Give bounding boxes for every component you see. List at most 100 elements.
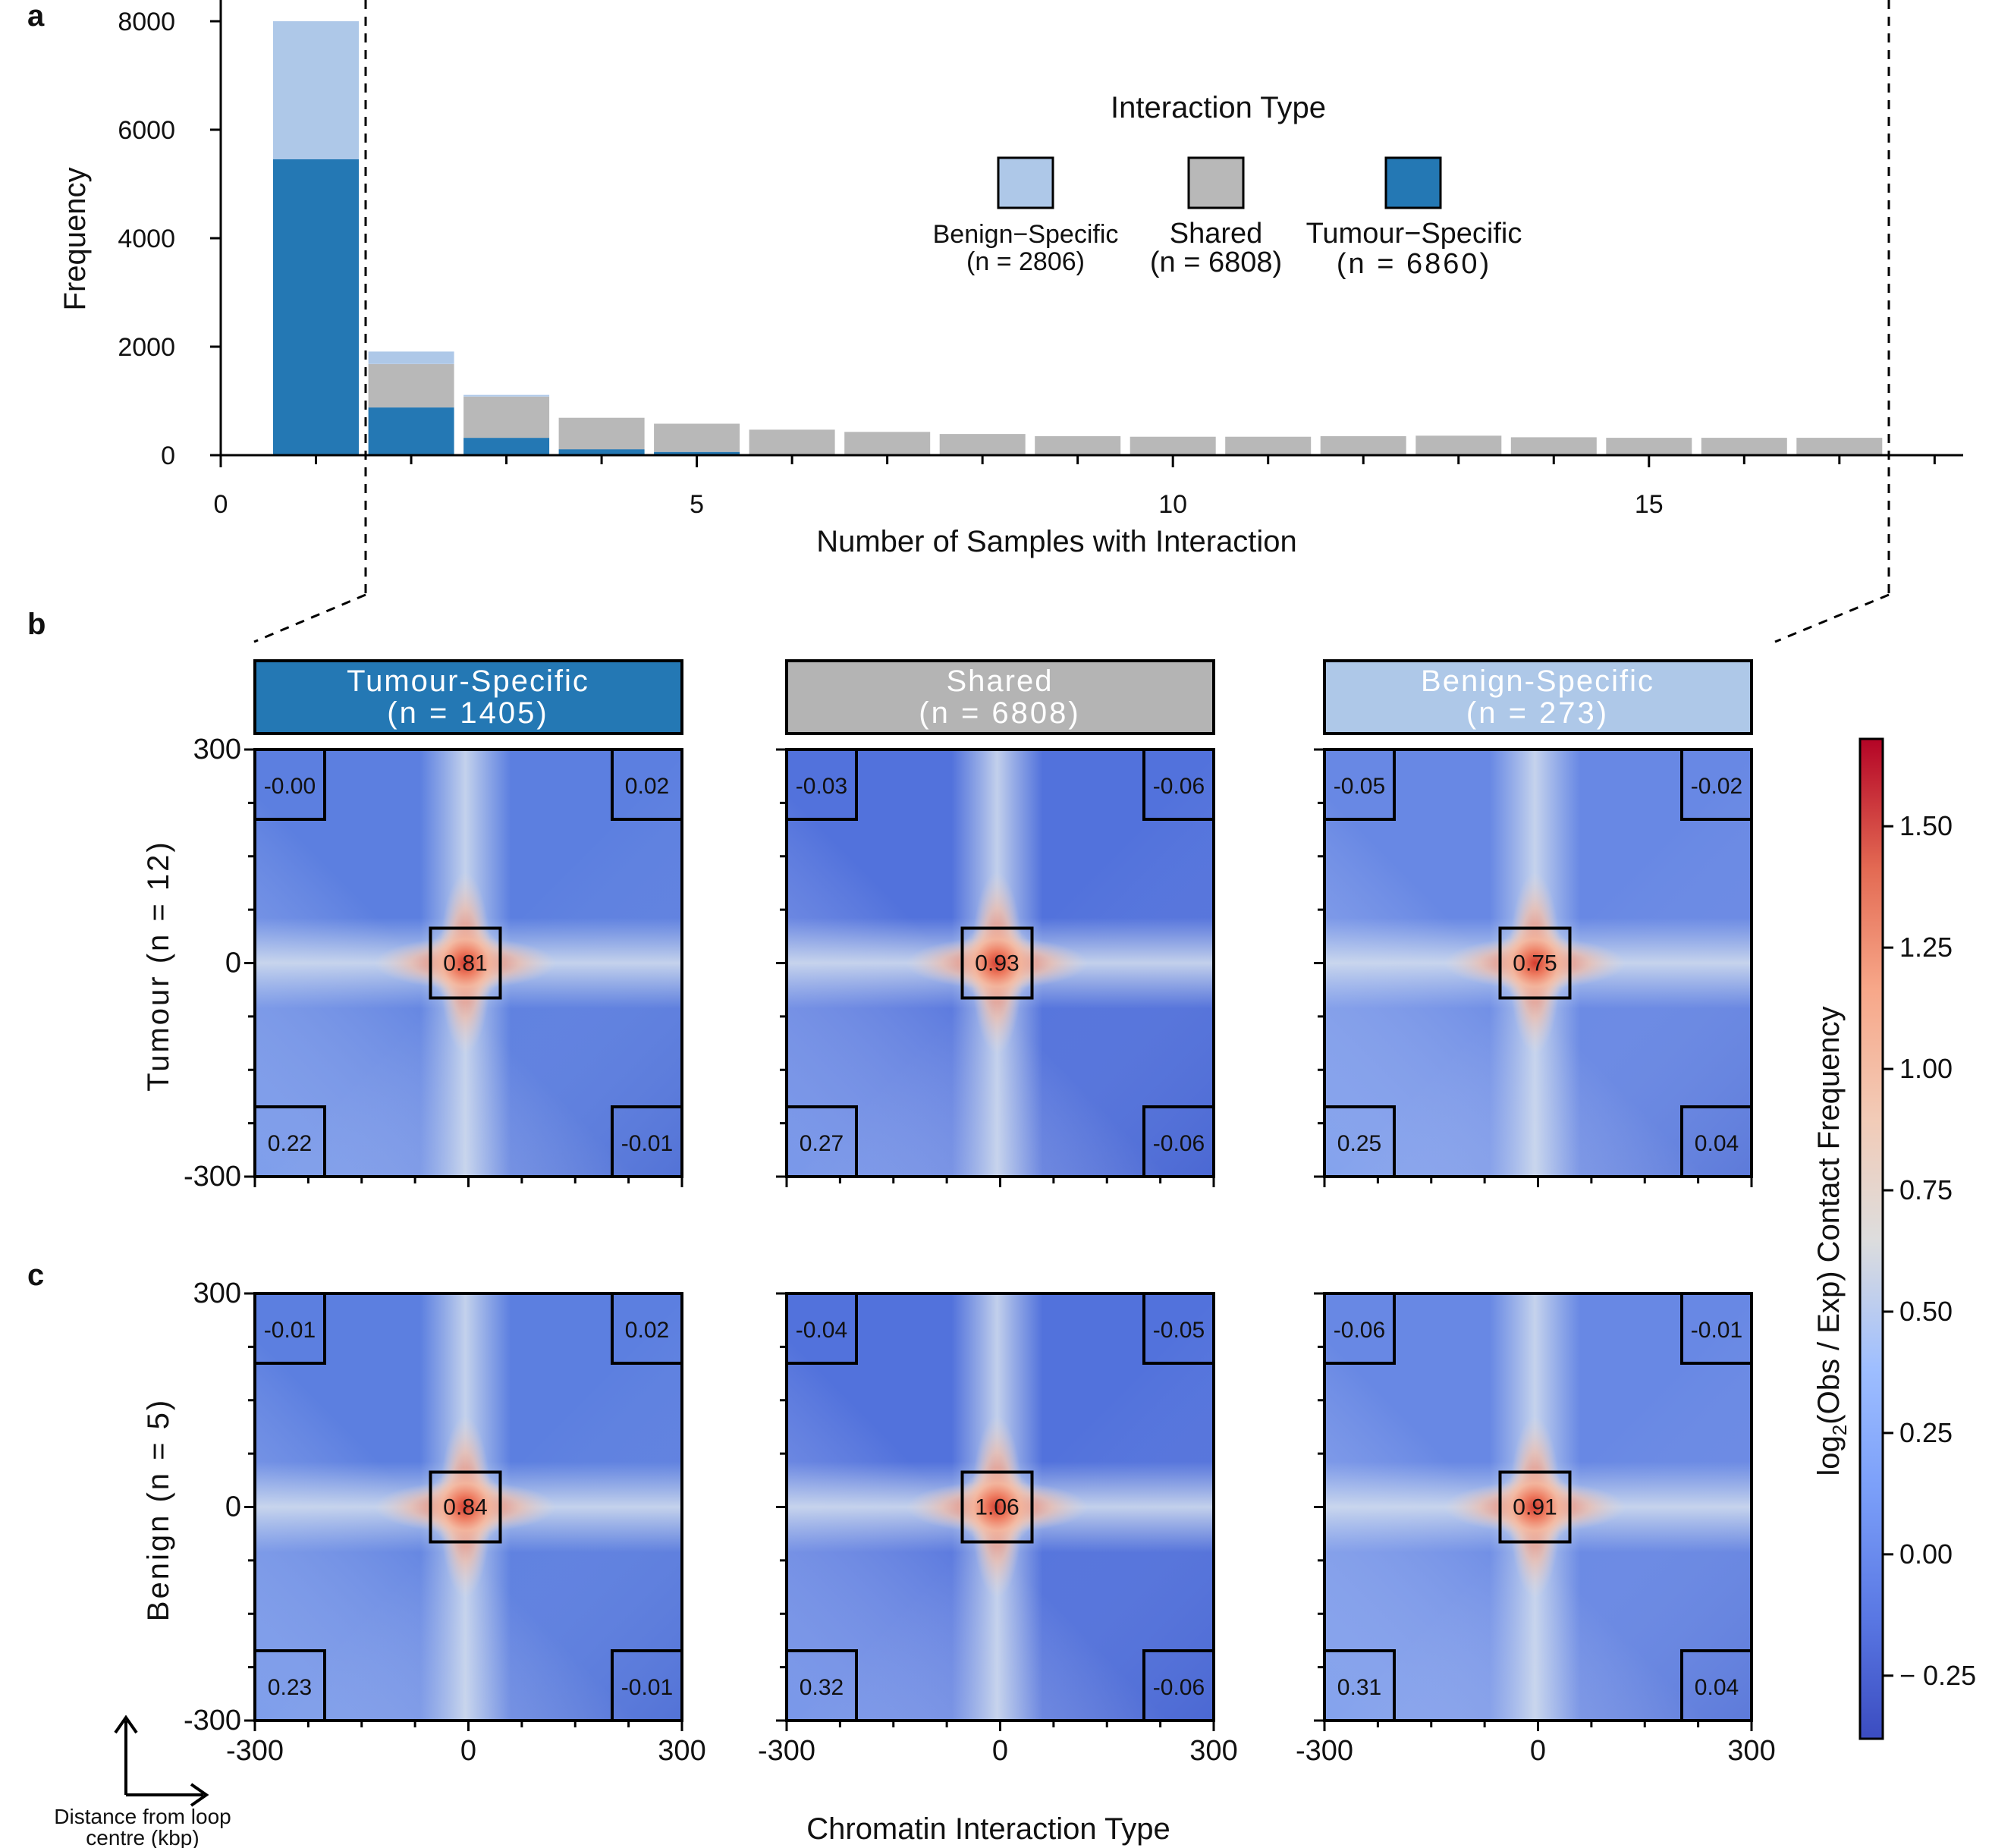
heatmap-1-0: 0.84 -0.01 0.02 0.23 -0.01 300 0 -300-300 0 300 xyxy=(184,1278,706,1767)
center-value: 0.84 xyxy=(443,1495,487,1520)
heatmap-x-tick-label: 300 xyxy=(658,1735,705,1767)
corner-box-top-right xyxy=(1680,1292,1753,1365)
heatmap-y-tick-label: -300 xyxy=(184,1705,241,1736)
bar-benignspecific-1 xyxy=(273,21,359,159)
center-value: 0.91 xyxy=(1513,1495,1557,1520)
bar-shared-4 xyxy=(558,417,645,450)
header-n-tumour: (n = 1405) xyxy=(387,696,548,730)
bar-benignspecific-2 xyxy=(368,351,454,364)
heatmap-x-tick-label: -300 xyxy=(226,1735,284,1767)
bar-shared-17 xyxy=(1796,438,1883,455)
corner-value-bottom-right: 0.04 xyxy=(1695,1675,1739,1700)
bar-shared-7 xyxy=(844,432,931,455)
y-ticks: 0 2000 4000 6000 8000 xyxy=(118,8,221,470)
bar-tumourspecific-2 xyxy=(368,407,454,455)
heatmap-grid: 0.81 -0.00 0.02 0.22 -0.01 300 0 -300 0.93 -0.03 -… xyxy=(184,734,1776,1767)
heatmap-0-2: 0.75 -0.05 -0.02 0.25 0.04 xyxy=(1314,748,1753,1187)
heatmap-y-tick-label: 300 xyxy=(193,1278,241,1309)
center-value: 1.06 xyxy=(975,1495,1019,1520)
colorbar: 1.50 1.25 1.00 0.75 0.50 0.25 0.00 − 0.25 log2(… xyxy=(1812,737,1976,1740)
heatmap-y-tick-label: 300 xyxy=(193,734,241,765)
legend-swatch-shared xyxy=(1187,156,1245,209)
center-value: 0.93 xyxy=(975,951,1019,976)
heatmap-x-tick-label: 0 xyxy=(1530,1735,1546,1767)
distance-note-line2: centre (kbp) xyxy=(86,1826,199,1848)
heatmap-x-tick-label: 0 xyxy=(460,1735,476,1767)
y-tick-label: 0 xyxy=(161,442,175,470)
bar-shared-9 xyxy=(1035,436,1121,455)
corner-value-top-right: -0.02 xyxy=(1691,774,1742,799)
corner-box-bottom-right xyxy=(1142,1105,1215,1178)
legend-label-benign: Benign−Specific xyxy=(933,220,1119,249)
corner-value-top-left: -0.04 xyxy=(796,1318,847,1343)
x-axis-label: Number of Samples with Interaction xyxy=(816,525,1297,558)
heatmap-x-tick-label: -300 xyxy=(1296,1735,1353,1767)
heatmap-x-tick-label: 0 xyxy=(992,1735,1008,1767)
row-label-benign: Benign (n = 5) xyxy=(142,1398,175,1621)
row-label-tumour: Tumour (n = 12) xyxy=(142,840,175,1091)
y-axis-label: Frequency xyxy=(58,168,92,311)
corner-value-top-left: -0.05 xyxy=(1334,774,1385,799)
center-box xyxy=(1498,926,1572,1000)
colorbar-label: log2(Obs / Exp) Contact Frequency xyxy=(1812,1006,1851,1476)
corner-value-bottom-right: 0.04 xyxy=(1695,1131,1739,1156)
corner-value-bottom-left: 0.22 xyxy=(268,1131,312,1156)
corner-box-top-left xyxy=(253,1292,326,1365)
x-tick-label: 10 xyxy=(1158,490,1187,519)
corner-box-top-right xyxy=(1142,748,1215,821)
corner-box-bottom-left xyxy=(253,1649,326,1722)
corner-box-bottom-right xyxy=(611,1649,683,1722)
corner-box-bottom-right xyxy=(1142,1649,1215,1722)
heatmap-x-tick-label: 300 xyxy=(1727,1735,1775,1767)
corner-value-top-right: -0.06 xyxy=(1153,774,1205,799)
corner-value-top-right: -0.01 xyxy=(1691,1318,1742,1343)
corner-box-top-left xyxy=(785,748,858,821)
header-label-shared: Shared xyxy=(947,665,1054,698)
legend-swatch-benign xyxy=(997,156,1054,209)
corner-value-bottom-left: 0.23 xyxy=(268,1675,312,1700)
heatmap-hotspot xyxy=(426,923,505,1003)
bar-shared-8 xyxy=(939,434,1026,455)
center-box xyxy=(960,1470,1034,1544)
bar-shared-3 xyxy=(463,396,550,438)
header-n-shared: (n = 6808) xyxy=(919,696,1080,730)
center-value: 0.75 xyxy=(1513,951,1557,976)
bar-shared-5 xyxy=(654,423,740,452)
legend-title: Interaction Type xyxy=(1111,91,1326,124)
header-box-benign xyxy=(1323,659,1753,735)
header-label-benign: Benign-Specific xyxy=(1421,665,1654,698)
colorbar-label-rest: (Obs / Exp) Contact Frequency xyxy=(1812,1006,1846,1424)
corner-box-top-left xyxy=(1323,1292,1396,1365)
colorbar-label-log: log xyxy=(1812,1435,1846,1476)
colorbar-tick-label: 0.25 xyxy=(1899,1417,1953,1448)
x-tick-label: 15 xyxy=(1635,490,1664,519)
corner-box-bottom-right xyxy=(1680,1105,1753,1178)
y-tick-label: 2000 xyxy=(118,333,175,362)
corner-box-top-right xyxy=(611,1292,683,1365)
center-box xyxy=(429,1470,502,1544)
histogram-bars xyxy=(273,21,1883,455)
panel-letter-a: a xyxy=(27,0,45,33)
corner-value-top-right: -0.05 xyxy=(1153,1318,1205,1343)
corner-box-bottom-left xyxy=(1323,1649,1396,1722)
heatmap-y-tick-label: 0 xyxy=(225,948,241,979)
bar-shared-13 xyxy=(1415,435,1502,455)
heatmap-0-1: 0.93 -0.03 -0.06 0.27 -0.06 xyxy=(776,748,1215,1187)
corner-value-top-left: -0.03 xyxy=(796,774,847,799)
legend-label-tumour: Tumour−Specific xyxy=(1306,218,1522,250)
corner-value-top-right: 0.02 xyxy=(625,1318,669,1343)
corner-box-top-left xyxy=(1323,748,1396,821)
distance-note-line1: Distance from loop xyxy=(54,1805,231,1828)
heatmap-x-tick-label: -300 xyxy=(758,1735,815,1767)
colorbar-tick-label: 0.75 xyxy=(1899,1174,1953,1205)
corner-box-top-right xyxy=(611,748,683,821)
corner-box-bottom-left xyxy=(785,1649,858,1722)
center-value: 0.81 xyxy=(443,951,487,976)
bar-tumourspecific-4 xyxy=(558,449,645,455)
center-box xyxy=(429,926,502,1000)
header-box-tumour xyxy=(253,659,683,735)
bar-tumourspecific-3 xyxy=(463,438,550,455)
corner-box-top-right xyxy=(1142,1292,1215,1365)
heatmap-hotspot xyxy=(957,1467,1037,1547)
